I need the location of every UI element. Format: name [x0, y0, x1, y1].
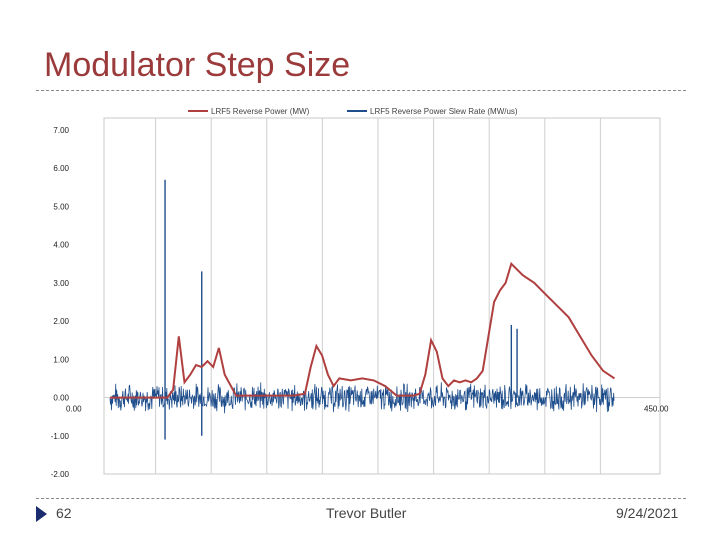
y-tick-label: -2.00 [51, 470, 70, 479]
y-tick-label: 2.00 [53, 317, 69, 326]
legend-label-reverse-power: LRF5 Reverse Power (MW) [211, 107, 310, 116]
y-tick-label: 6.00 [53, 164, 69, 173]
y-tick-label: 1.00 [53, 355, 69, 364]
y-tick-label: 7.00 [53, 126, 69, 135]
series-line-reverse-power [110, 261, 616, 399]
y-tick-label: 5.00 [53, 202, 69, 211]
top-divider [36, 90, 686, 91]
legend: LRF5 Reverse Power (MW) LRF5 Reverse Pow… [188, 107, 518, 116]
series-line-slew-rate [109, 382, 615, 414]
bullet-arrow-icon [36, 506, 47, 522]
x-tick-labels: 0.00 450.00 [66, 405, 669, 414]
vertical-gridlines [155, 118, 601, 474]
y-tick-label: 3.00 [53, 279, 69, 288]
x-tick-label: 450.00 [644, 405, 669, 414]
y-tick-labels: -2.00 -1.00 0.00 1.00 2.00 3.00 4.00 5.00 6.00 7.… [51, 126, 70, 479]
y-tick-label: 0.00 [53, 394, 69, 403]
x-tick-label: 0.00 [66, 405, 82, 414]
slide-number: 62 [56, 505, 72, 521]
bottom-divider [36, 498, 686, 499]
y-tick-label: -1.00 [51, 432, 70, 441]
slide-title: Modulator Step Size [44, 46, 351, 84]
footer-date: 9/24/2021 [616, 505, 679, 521]
legend-label-slew-rate: LRF5 Reverse Power Slew Rate (MW/us) [370, 107, 518, 116]
slew-rate-spikes [164, 179, 518, 440]
y-tick-label: 4.00 [53, 241, 69, 250]
plot-area [103, 117, 661, 475]
footer-author: Trevor Butler [326, 505, 407, 521]
